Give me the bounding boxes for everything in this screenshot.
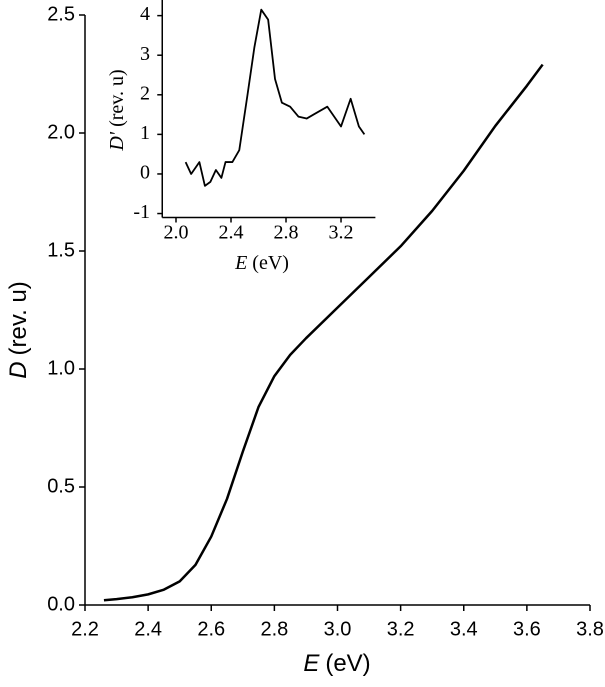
y-label-unit: (rev. u) — [5, 281, 32, 355]
inset-y-axis-label: D' (rev. u) — [106, 69, 128, 151]
x-label-unit: (eV) — [325, 650, 370, 677]
x-tick-label: 2.4 — [134, 618, 162, 640]
y-tick-label: 2 — [140, 82, 150, 104]
y-tick-label: 1.0 — [47, 357, 75, 379]
data-line — [103, 63, 544, 602]
x-tick-label: 2.2 — [71, 618, 99, 640]
x-tick-label: 2.8 — [274, 222, 299, 244]
y-tick-label: 0.0 — [47, 593, 75, 615]
y-tick-label: 0.5 — [47, 475, 75, 497]
x-axis-label: E (eV) — [303, 650, 370, 677]
x-tick-label: 3.4 — [450, 618, 478, 640]
x-tick-label: 2.6 — [197, 618, 225, 640]
x-label-symbol: E — [303, 650, 320, 677]
y-tick-label: 2.0 — [47, 121, 75, 143]
data-line — [184, 8, 366, 187]
y-tick-label: 1 — [140, 122, 150, 144]
inset-plot: E (eV) D' (rev. u) -1 0 1 2 3 4 2.0 2.4 2.8 3.2 — [106, 0, 376, 274]
x-tick-label: 2.0 — [164, 222, 189, 244]
x-label-unit: (eV) — [252, 252, 289, 274]
y-label-symbol: D' — [106, 131, 128, 151]
y-tick-label: -1 — [133, 201, 150, 223]
y-axis-label: D (rev. u) — [5, 281, 32, 379]
x-tick-label: 3.0 — [324, 618, 352, 640]
y-tick-label: 3 — [140, 43, 150, 65]
y-label-symbol: D — [5, 361, 32, 378]
x-label-symbol: E — [234, 252, 247, 274]
y-label-unit: (rev. u) — [106, 69, 128, 127]
y-tick-label: 1.5 — [47, 239, 75, 261]
x-tick-label: 3.8 — [576, 618, 604, 640]
x-tick-label: 3.2 — [329, 222, 354, 244]
x-tick-label: 2.4 — [219, 222, 244, 244]
y-tick-label: 4 — [140, 3, 150, 25]
x-tick-label: 3.2 — [387, 618, 415, 640]
y-tick-label: 0 — [140, 162, 150, 184]
main-plot: E (eV) D(rev. u) 0.00.51.01.52.02.52.2 2.4… — [5, 3, 604, 677]
inset-x-axis-label: E (eV) — [234, 252, 289, 274]
x-tick-label: 3.6 — [513, 618, 541, 640]
x-tick-label: 2.8 — [260, 618, 288, 640]
y-tick-label: 2.5 — [47, 3, 75, 25]
